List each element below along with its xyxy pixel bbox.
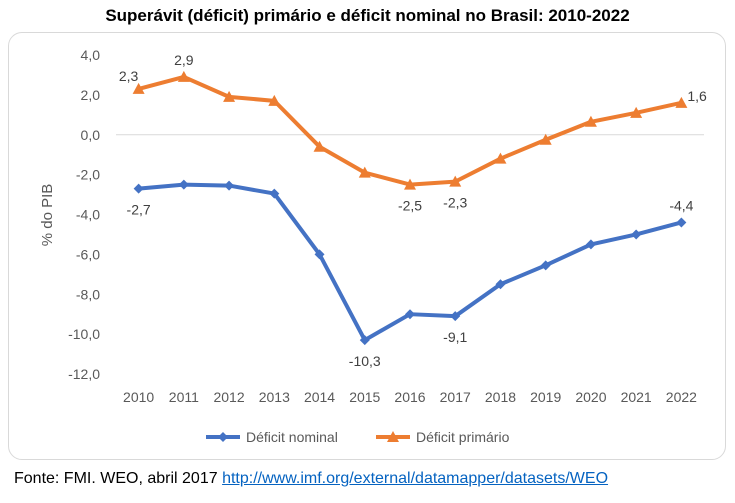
data-point: [675, 96, 688, 108]
data-label: 2,9: [174, 52, 194, 68]
legend-label: Déficit nominal: [246, 429, 338, 445]
data-labels: -2,7 -10,3 -9,1 -4,4 2,3 2,9 -2,5 -2,3 1,6: [119, 52, 707, 369]
data-label: -9,1: [443, 329, 467, 345]
data-point: [268, 94, 281, 106]
y-tick-label: 0,0: [81, 127, 101, 143]
data-point: [358, 166, 371, 178]
data-point: [269, 188, 280, 199]
data-label: -10,3: [349, 353, 381, 369]
legend-item[interactable]: Déficit primário: [376, 429, 510, 445]
series-line: [136, 74, 684, 187]
data-point: [314, 249, 325, 260]
data-point: [313, 140, 326, 152]
data-label: -4,4: [669, 197, 693, 213]
data-point: [177, 70, 190, 82]
x-tick-label: 2016: [394, 389, 425, 405]
y-tick-label: -8,0: [76, 286, 100, 302]
legend-marker: [218, 432, 228, 442]
legend-label: Déficit primário: [416, 429, 510, 445]
y-tick-label: 2,0: [81, 87, 101, 103]
legend[interactable]: Déficit nominal Déficit primário: [206, 429, 510, 445]
data-point: [495, 279, 506, 290]
x-tick-label: 2012: [213, 389, 244, 405]
data-point: [584, 115, 597, 127]
data-point: [405, 309, 415, 320]
data-point: [585, 239, 596, 250]
x-tick-label: 2022: [666, 389, 697, 405]
series-d-ficit-nominal: [133, 179, 687, 346]
series-lines: [132, 70, 688, 346]
y-tick-label: 4,0: [81, 47, 101, 63]
data-label: 2,3: [119, 68, 139, 84]
data-point: [449, 175, 462, 187]
series-d-ficit-prim-rio: [132, 70, 688, 190]
data-label: -2,3: [443, 195, 467, 211]
y-tick-label: -12,0: [68, 366, 100, 382]
y-tick-label: -2,0: [76, 167, 100, 183]
x-tick-label: 2014: [304, 389, 335, 405]
data-point: [630, 106, 643, 118]
data-point: [404, 178, 416, 190]
y-tick-label: -4,0: [76, 207, 100, 223]
x-tick-label: 2013: [259, 389, 290, 405]
x-tick-label: 2017: [440, 389, 471, 405]
y-tick-label: -6,0: [76, 246, 100, 262]
y-axis-title: % do PIB: [39, 184, 56, 247]
data-point: [540, 260, 551, 271]
x-tick-label: 2021: [621, 389, 652, 405]
data-point: [359, 335, 370, 346]
legend-marker: [387, 431, 399, 442]
x-tick-label: 2019: [530, 389, 561, 405]
data-point: [132, 82, 145, 94]
chart-title: Superávit (déficit) primário e déficit n…: [105, 6, 630, 25]
data-point: [178, 179, 189, 190]
data-label: -2,7: [127, 202, 151, 218]
source-link[interactable]: http://www.imf.org/external/datamapper/d…: [222, 470, 609, 487]
data-point: [223, 90, 236, 102]
data-point: [539, 133, 552, 145]
axes: 4,0 2,0 0,0 -2,0 -4,0 -6,0 -8,0 -10,0 -12,0 2010 2…: [68, 47, 704, 405]
data-point: [133, 183, 144, 194]
x-tick-label: 2018: [485, 389, 516, 405]
x-tick-label: 2015: [349, 389, 380, 405]
source-prefix: Fonte: FMI. WEO, abril 2017: [14, 470, 218, 487]
data-point: [494, 152, 507, 164]
x-tick-label: 2011: [169, 389, 199, 405]
data-label: 1,6: [687, 88, 707, 104]
chart-frame: [8, 32, 726, 460]
data-point: [631, 229, 642, 240]
legend-item[interactable]: Déficit nominal: [206, 429, 338, 445]
data-point: [224, 180, 235, 191]
data-point: [676, 217, 687, 228]
source-note: Fonte: FMI. WEO, abril 2017 http://www.i…: [14, 470, 608, 488]
data-point: [450, 311, 461, 322]
data-label: -2,5: [398, 198, 422, 214]
x-tick-label: 2020: [575, 389, 606, 405]
y-tick-label: -10,0: [68, 326, 100, 342]
x-tick-label: 2010: [123, 389, 154, 405]
